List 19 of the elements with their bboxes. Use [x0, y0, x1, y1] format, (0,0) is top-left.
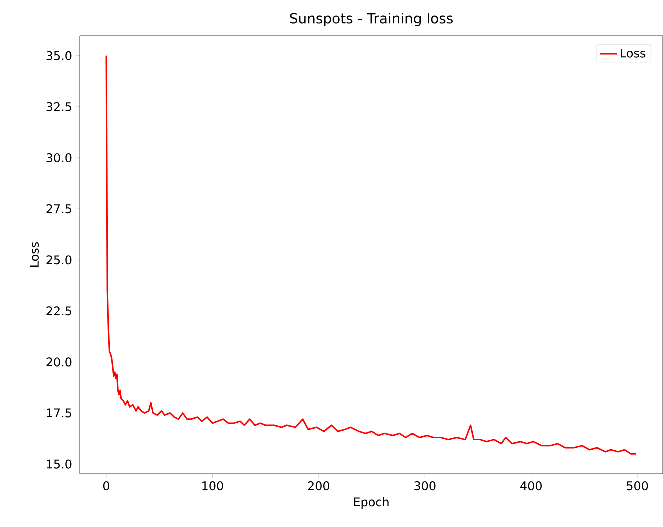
x-tick-label: 400 [520, 482, 542, 491]
y-tick-label: 25.0 [46, 256, 72, 265]
legend-label: Loss [621, 48, 646, 58]
y-tick-label: 20.0 [46, 358, 72, 367]
x-tick-label: 100 [202, 482, 224, 491]
y-tick-label: 30.0 [46, 153, 72, 163]
x-axis-title: Epoch [354, 497, 389, 509]
y-tick-label: 15.0 [47, 460, 72, 469]
x-tick-label: 300 [414, 482, 436, 491]
y-tick-label: 35.0 [46, 51, 72, 60]
y-tick-label: 17.5 [47, 408, 72, 418]
x-tick-label: 200 [308, 482, 330, 491]
y-axis-title: Loss [30, 242, 40, 267]
y-tick-label: 27.5 [46, 204, 72, 214]
x-tick-label: 0 [103, 482, 110, 491]
chart-title: Sunspots - Training loss [290, 13, 453, 27]
y-tick-label: 32.5 [46, 102, 72, 112]
x-tick-label: 500 [627, 482, 648, 491]
y-tick-label: 22.5 [46, 306, 72, 316]
